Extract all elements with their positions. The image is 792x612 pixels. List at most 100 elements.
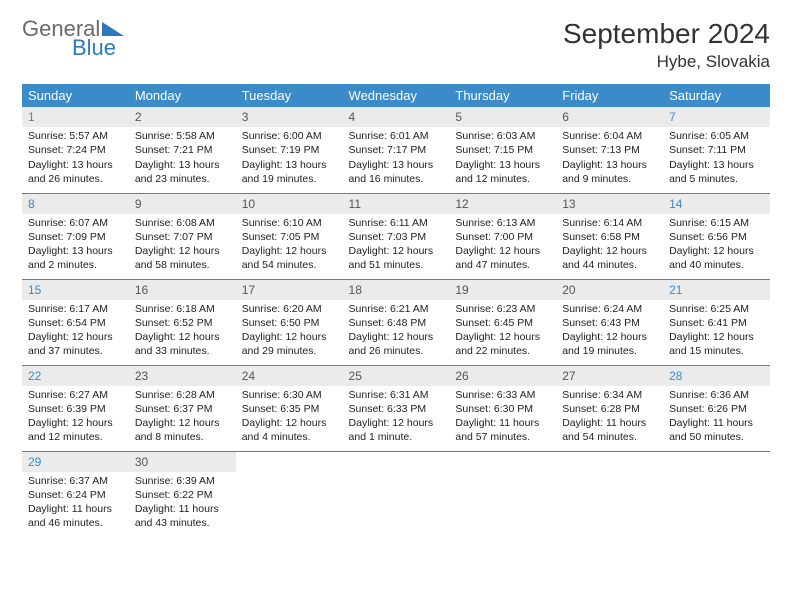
calendar-cell: 1Sunrise: 5:57 AMSunset: 7:24 PMDaylight… (22, 107, 129, 193)
sunrise-text: Sunrise: 6:23 AM (455, 302, 550, 316)
daylight-text: Daylight: 12 hours and 22 minutes. (455, 330, 550, 358)
calendar-cell: 21Sunrise: 6:25 AMSunset: 6:41 PMDayligh… (663, 279, 770, 365)
day-number: 14 (663, 194, 770, 214)
day-details: Sunrise: 6:03 AMSunset: 7:15 PMDaylight:… (449, 127, 556, 190)
day-details: Sunrise: 6:33 AMSunset: 6:30 PMDaylight:… (449, 386, 556, 449)
sunrise-text: Sunrise: 6:13 AM (455, 216, 550, 230)
sunrise-text: Sunrise: 6:37 AM (28, 474, 123, 488)
daylight-text: Daylight: 11 hours and 50 minutes. (669, 416, 764, 444)
sunset-text: Sunset: 6:37 PM (135, 402, 230, 416)
sunrise-text: Sunrise: 5:58 AM (135, 129, 230, 143)
sunset-text: Sunset: 7:07 PM (135, 230, 230, 244)
sunset-text: Sunset: 7:21 PM (135, 143, 230, 157)
sunset-text: Sunset: 7:13 PM (562, 143, 657, 157)
calendar-cell (556, 451, 663, 537)
day-number: 8 (22, 194, 129, 214)
calendar-cell (663, 451, 770, 537)
page-title: September 2024 (563, 18, 770, 50)
day-number: 23 (129, 366, 236, 386)
sunset-text: Sunset: 6:56 PM (669, 230, 764, 244)
daylight-text: Daylight: 13 hours and 9 minutes. (562, 158, 657, 186)
day-number: 26 (449, 366, 556, 386)
daylight-text: Daylight: 12 hours and 54 minutes. (242, 244, 337, 272)
daylight-text: Daylight: 13 hours and 26 minutes. (28, 158, 123, 186)
day-details: Sunrise: 6:08 AMSunset: 7:07 PMDaylight:… (129, 214, 236, 277)
sunrise-text: Sunrise: 6:25 AM (669, 302, 764, 316)
sunrise-text: Sunrise: 6:04 AM (562, 129, 657, 143)
day-details: Sunrise: 6:30 AMSunset: 6:35 PMDaylight:… (236, 386, 343, 449)
calendar-cell: 8Sunrise: 6:07 AMSunset: 7:09 PMDaylight… (22, 193, 129, 279)
daylight-text: Daylight: 13 hours and 19 minutes. (242, 158, 337, 186)
day-header: Wednesday (343, 84, 450, 107)
calendar-cell: 6Sunrise: 6:04 AMSunset: 7:13 PMDaylight… (556, 107, 663, 193)
day-number: 7 (663, 107, 770, 127)
calendar-cell: 11Sunrise: 6:11 AMSunset: 7:03 PMDayligh… (343, 193, 450, 279)
sunset-text: Sunset: 6:35 PM (242, 402, 337, 416)
day-number: 28 (663, 366, 770, 386)
day-details: Sunrise: 6:27 AMSunset: 6:39 PMDaylight:… (22, 386, 129, 449)
day-details: Sunrise: 6:34 AMSunset: 6:28 PMDaylight:… (556, 386, 663, 449)
sunset-text: Sunset: 7:00 PM (455, 230, 550, 244)
day-number: 12 (449, 194, 556, 214)
sunrise-text: Sunrise: 6:05 AM (669, 129, 764, 143)
sunset-text: Sunset: 6:54 PM (28, 316, 123, 330)
calendar-row: 29Sunrise: 6:37 AMSunset: 6:24 PMDayligh… (22, 451, 770, 537)
calendar-cell: 20Sunrise: 6:24 AMSunset: 6:43 PMDayligh… (556, 279, 663, 365)
sunset-text: Sunset: 6:30 PM (455, 402, 550, 416)
calendar-cell: 22Sunrise: 6:27 AMSunset: 6:39 PMDayligh… (22, 365, 129, 451)
sunset-text: Sunset: 6:26 PM (669, 402, 764, 416)
calendar-cell: 23Sunrise: 6:28 AMSunset: 6:37 PMDayligh… (129, 365, 236, 451)
sunrise-text: Sunrise: 6:20 AM (242, 302, 337, 316)
logo: General Blue (22, 18, 124, 59)
day-number: 29 (22, 452, 129, 472)
daylight-text: Daylight: 11 hours and 43 minutes. (135, 502, 230, 530)
day-details: Sunrise: 6:31 AMSunset: 6:33 PMDaylight:… (343, 386, 450, 449)
sunset-text: Sunset: 7:17 PM (349, 143, 444, 157)
day-details: Sunrise: 6:04 AMSunset: 7:13 PMDaylight:… (556, 127, 663, 190)
sunset-text: Sunset: 6:52 PM (135, 316, 230, 330)
sunset-text: Sunset: 6:45 PM (455, 316, 550, 330)
calendar-cell: 5Sunrise: 6:03 AMSunset: 7:15 PMDaylight… (449, 107, 556, 193)
calendar-cell: 7Sunrise: 6:05 AMSunset: 7:11 PMDaylight… (663, 107, 770, 193)
calendar-row: 8Sunrise: 6:07 AMSunset: 7:09 PMDaylight… (22, 193, 770, 279)
sunrise-text: Sunrise: 6:36 AM (669, 388, 764, 402)
daylight-text: Daylight: 12 hours and 4 minutes. (242, 416, 337, 444)
day-details: Sunrise: 5:57 AMSunset: 7:24 PMDaylight:… (22, 127, 129, 190)
day-header: Monday (129, 84, 236, 107)
calendar-cell: 12 Sunrise: 6:13 AMSunset: 7:00 PMDayligh… (449, 193, 556, 279)
sunrise-text: Sunrise: 6:11 AM (349, 216, 444, 230)
day-details: Sunrise: 6:17 AMSunset: 6:54 PMDaylight:… (22, 300, 129, 363)
calendar-cell: 13Sunrise: 6:14 AMSunset: 6:58 PMDayligh… (556, 193, 663, 279)
daylight-text: Daylight: 11 hours and 54 minutes. (562, 416, 657, 444)
sunset-text: Sunset: 6:48 PM (349, 316, 444, 330)
sunset-text: Sunset: 6:50 PM (242, 316, 337, 330)
sunrise-text: Sunrise: 6:08 AM (135, 216, 230, 230)
day-header-row: Sunday Monday Tuesday Wednesday Thursday… (22, 84, 770, 107)
sunset-text: Sunset: 7:05 PM (242, 230, 337, 244)
day-number: 15 (22, 280, 129, 300)
daylight-text: Daylight: 11 hours and 46 minutes. (28, 502, 123, 530)
day-details: Sunrise: 6:14 AMSunset: 6:58 PMDaylight:… (556, 214, 663, 277)
day-details: Sunrise: 6:20 AMSunset: 6:50 PMDaylight:… (236, 300, 343, 363)
sunrise-text: Sunrise: 6:07 AM (28, 216, 123, 230)
day-header: Thursday (449, 84, 556, 107)
daylight-text: Daylight: 12 hours and 15 minutes. (669, 330, 764, 358)
daylight-text: Daylight: 12 hours and 44 minutes. (562, 244, 657, 272)
sunrise-text: Sunrise: 6:15 AM (669, 216, 764, 230)
day-number: 4 (343, 107, 450, 127)
calendar-cell: 9Sunrise: 6:08 AMSunset: 7:07 PMDaylight… (129, 193, 236, 279)
daylight-text: Daylight: 12 hours and 47 minutes. (455, 244, 550, 272)
day-details: Sunrise: 6:36 AMSunset: 6:26 PMDaylight:… (663, 386, 770, 449)
day-header: Friday (556, 84, 663, 107)
day-header: Saturday (663, 84, 770, 107)
sunrise-text: Sunrise: 6:03 AM (455, 129, 550, 143)
day-number: 10 (236, 194, 343, 214)
sunset-text: Sunset: 6:43 PM (562, 316, 657, 330)
calendar-cell (236, 451, 343, 537)
calendar-cell: 3Sunrise: 6:00 AMSunset: 7:19 PMDaylight… (236, 107, 343, 193)
day-number: 25 (343, 366, 450, 386)
calendar-cell: 4Sunrise: 6:01 AMSunset: 7:17 PMDaylight… (343, 107, 450, 193)
daylight-text: Daylight: 12 hours and 1 minute. (349, 416, 444, 444)
day-details: Sunrise: 6:07 AMSunset: 7:09 PMDaylight:… (22, 214, 129, 277)
sunset-text: Sunset: 7:24 PM (28, 143, 123, 157)
